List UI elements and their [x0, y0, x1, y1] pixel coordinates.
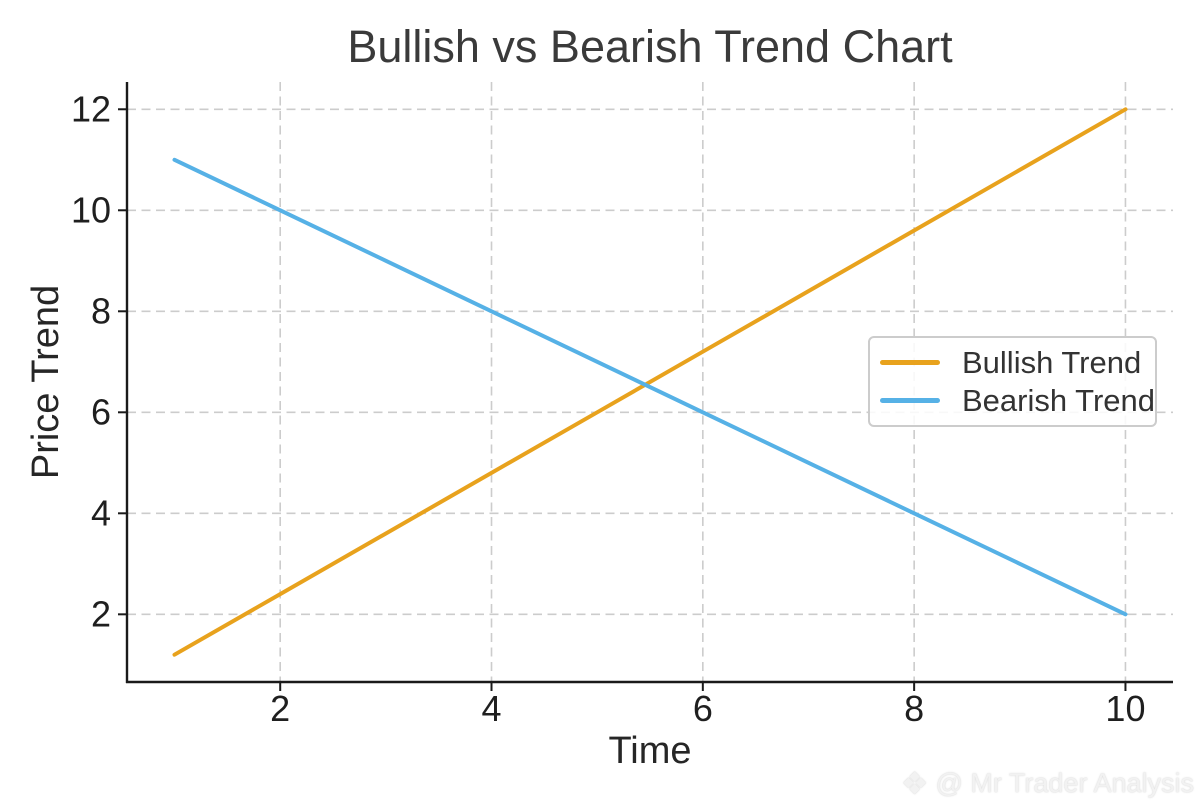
y-tick-label-6: 6: [91, 391, 111, 432]
y-tick-label-8: 8: [91, 290, 111, 331]
x-tick-label-6: 6: [693, 688, 713, 729]
data-series: [172, 107, 1128, 657]
legend-label: Bearish Trend: [962, 383, 1155, 418]
bearish-trend-line: [172, 157, 1128, 617]
legend: Bullish Trend Bearish Trend: [868, 336, 1157, 427]
bullish-trend-line: [172, 107, 1128, 657]
tick-labels: 2 4 6 8 10 2 4 6 8 10 12: [71, 88, 1146, 729]
chart-title: Bullish vs Bearish Trend Chart: [347, 21, 953, 72]
legend-swatch: [880, 398, 940, 403]
x-axis-label: Time: [608, 730, 691, 772]
y-tick-label-2: 2: [91, 593, 111, 634]
y-axis-label: Price Trend: [25, 285, 67, 479]
axes-spines: [125, 82, 1173, 684]
legend-label: Bullish Trend: [962, 345, 1142, 380]
x-tick-label-8: 8: [904, 688, 924, 729]
legend-row-bearish-trend: Bearish Trend: [880, 385, 1155, 416]
x-tick-label-4: 4: [481, 688, 501, 729]
legend-row-bullish-trend: Bullish Trend: [880, 347, 1145, 378]
x-tick-label-10: 10: [1105, 688, 1145, 729]
legend-swatch: [880, 360, 940, 365]
y-tick-label-4: 4: [91, 492, 111, 533]
x-tick-label-2: 2: [270, 688, 290, 729]
y-tick-label-10: 10: [71, 189, 111, 230]
axis-ticks: [118, 108, 1127, 691]
y-tick-label-12: 12: [71, 88, 111, 129]
